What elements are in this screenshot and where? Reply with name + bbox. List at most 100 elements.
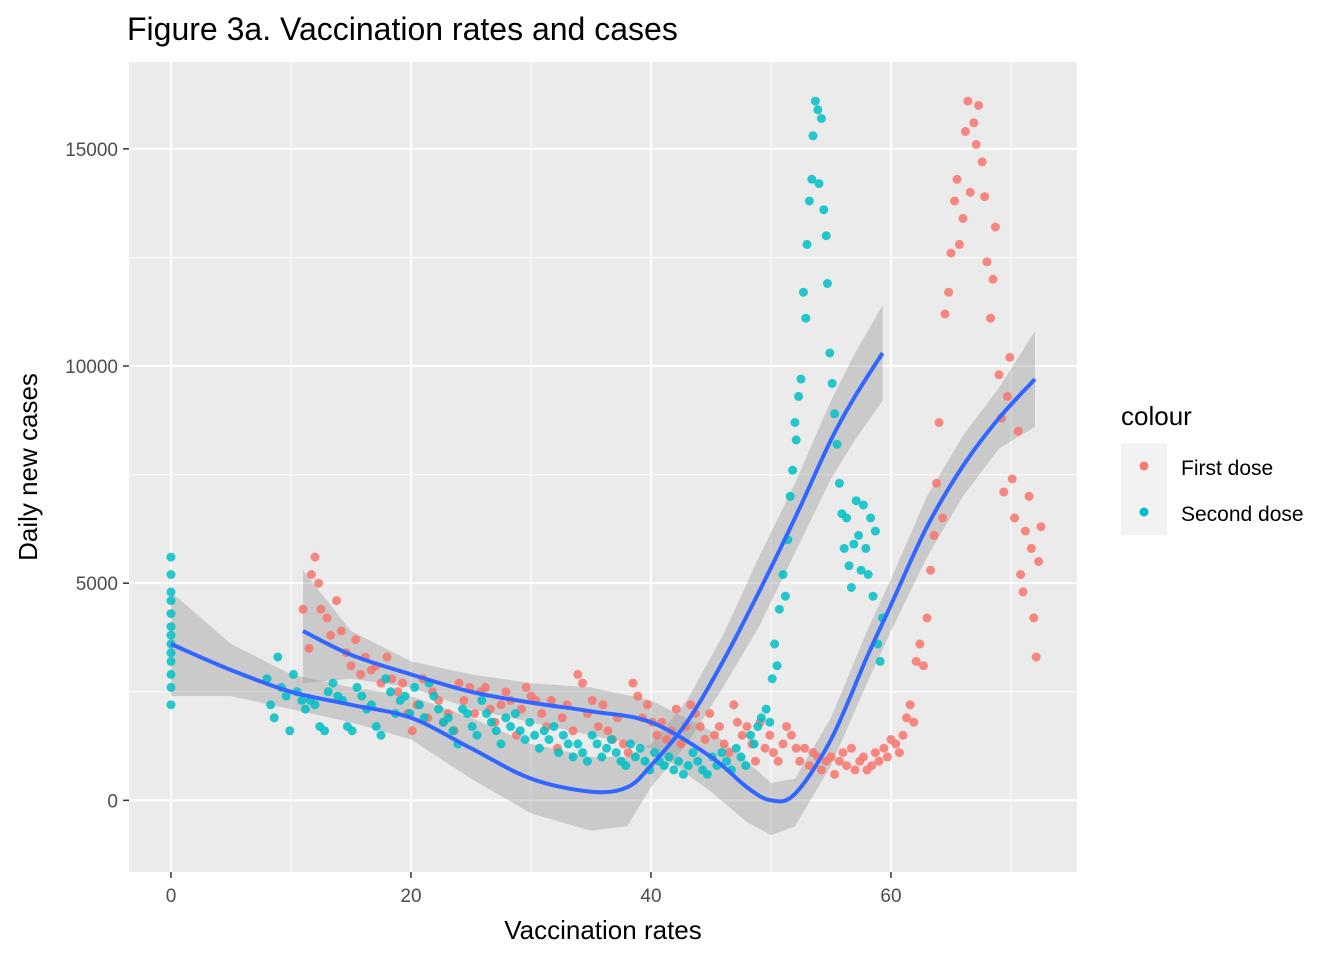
point-first-dose (932, 478, 942, 488)
point-second-dose (323, 687, 333, 697)
point-first-dose (671, 704, 681, 714)
point-second-dose (410, 682, 420, 692)
point-first-dose (310, 552, 320, 562)
y-tick-label: 10000 (65, 357, 118, 378)
point-second-dose (357, 691, 367, 701)
point-first-dose (724, 748, 734, 758)
legend-key-box (1121, 443, 1167, 535)
point-second-dose (467, 722, 477, 731)
x-tick-label: 20 (400, 886, 421, 907)
point-first-dose (944, 287, 954, 297)
point-second-dose (816, 114, 826, 123)
point-second-dose (854, 530, 864, 540)
point-first-dose (954, 239, 964, 249)
point-second-dose (717, 748, 727, 758)
point-first-dose (729, 700, 739, 710)
point-second-dose (827, 378, 837, 388)
point-first-dose (858, 752, 868, 762)
point-second-dose (621, 761, 631, 771)
point-first-dose (470, 709, 480, 718)
point-second-dose (568, 752, 578, 762)
point-second-dose (875, 656, 885, 666)
point-second-dose (825, 348, 835, 358)
point-first-dose (980, 192, 990, 202)
point-first-dose (842, 761, 852, 771)
point-first-dose (838, 748, 848, 758)
point-first-dose (714, 722, 724, 731)
point-first-dose (826, 752, 836, 762)
point-first-dose (874, 756, 884, 766)
point-second-dose (801, 313, 811, 323)
point-first-dose (929, 530, 939, 540)
point-second-dose (790, 418, 800, 427)
point-second-dose (767, 674, 777, 684)
point-second-dose (830, 409, 840, 419)
point-first-dose (982, 257, 992, 267)
point-second-dose (664, 752, 674, 762)
point-second-dose (626, 739, 636, 749)
point-first-dose (846, 743, 856, 753)
point-first-dose (918, 661, 928, 671)
axis-ticks: 0 20 40 60 0 5000 10000 15000 (65, 140, 901, 907)
point-first-dose (1024, 491, 1034, 501)
point-first-dose (316, 604, 326, 614)
point-first-dose (1010, 513, 1020, 523)
point-first-dose (870, 748, 880, 758)
point-first-dose (598, 700, 608, 710)
point-first-dose (940, 309, 950, 319)
point-first-dose (719, 739, 729, 749)
y-axis-title: Daily new cases (13, 373, 43, 561)
point-first-dose (737, 730, 747, 740)
point-second-dose (434, 704, 444, 714)
point-first-dose (537, 709, 547, 718)
point-second-dose (281, 691, 291, 701)
point-second-dose (683, 761, 693, 771)
point-first-dose (628, 678, 638, 688)
point-second-dose (544, 735, 554, 744)
point-second-dose (285, 726, 295, 736)
point-first-dose (773, 756, 783, 766)
point-first-dose (778, 739, 788, 749)
point-first-dose (662, 735, 672, 744)
point-first-dose (326, 630, 336, 640)
point-second-dose (549, 722, 559, 731)
point-second-dose (861, 543, 871, 553)
point-second-dose (166, 682, 176, 692)
point-second-dose (482, 709, 492, 718)
point-first-dose (816, 765, 826, 775)
point-second-dose (602, 743, 612, 753)
point-second-dose (525, 717, 535, 727)
point-first-dose (332, 596, 342, 606)
point-first-dose (705, 709, 715, 718)
point-second-dose (592, 739, 602, 749)
point-second-dose (819, 205, 829, 215)
point-first-dose (298, 604, 308, 614)
point-first-dose (1029, 613, 1039, 623)
point-second-dose (669, 765, 679, 775)
point-second-dose (310, 700, 320, 710)
point-first-dose (994, 370, 1004, 380)
point-second-dose (798, 287, 808, 297)
point-second-dose (300, 704, 310, 714)
y-tick-label: 15000 (65, 140, 118, 161)
point-second-dose (606, 735, 616, 744)
point-first-dose (306, 570, 316, 579)
point-first-dose (700, 735, 710, 744)
point-first-dose (768, 748, 778, 758)
point-first-dose (782, 722, 792, 731)
point-first-dose (999, 487, 1009, 497)
point-first-dose (454, 678, 464, 688)
point-second-dose (381, 674, 391, 684)
point-second-dose (821, 231, 831, 241)
point-first-dose (971, 140, 981, 149)
point-second-dose (273, 652, 283, 662)
point-second-dose (166, 570, 176, 579)
point-first-dose (742, 722, 752, 731)
point-first-dose (459, 695, 469, 705)
point-first-dose (958, 213, 968, 223)
point-second-dose (813, 105, 823, 115)
point-first-dose (521, 682, 531, 692)
point-first-dose (850, 765, 860, 775)
point-first-dose (480, 682, 490, 692)
